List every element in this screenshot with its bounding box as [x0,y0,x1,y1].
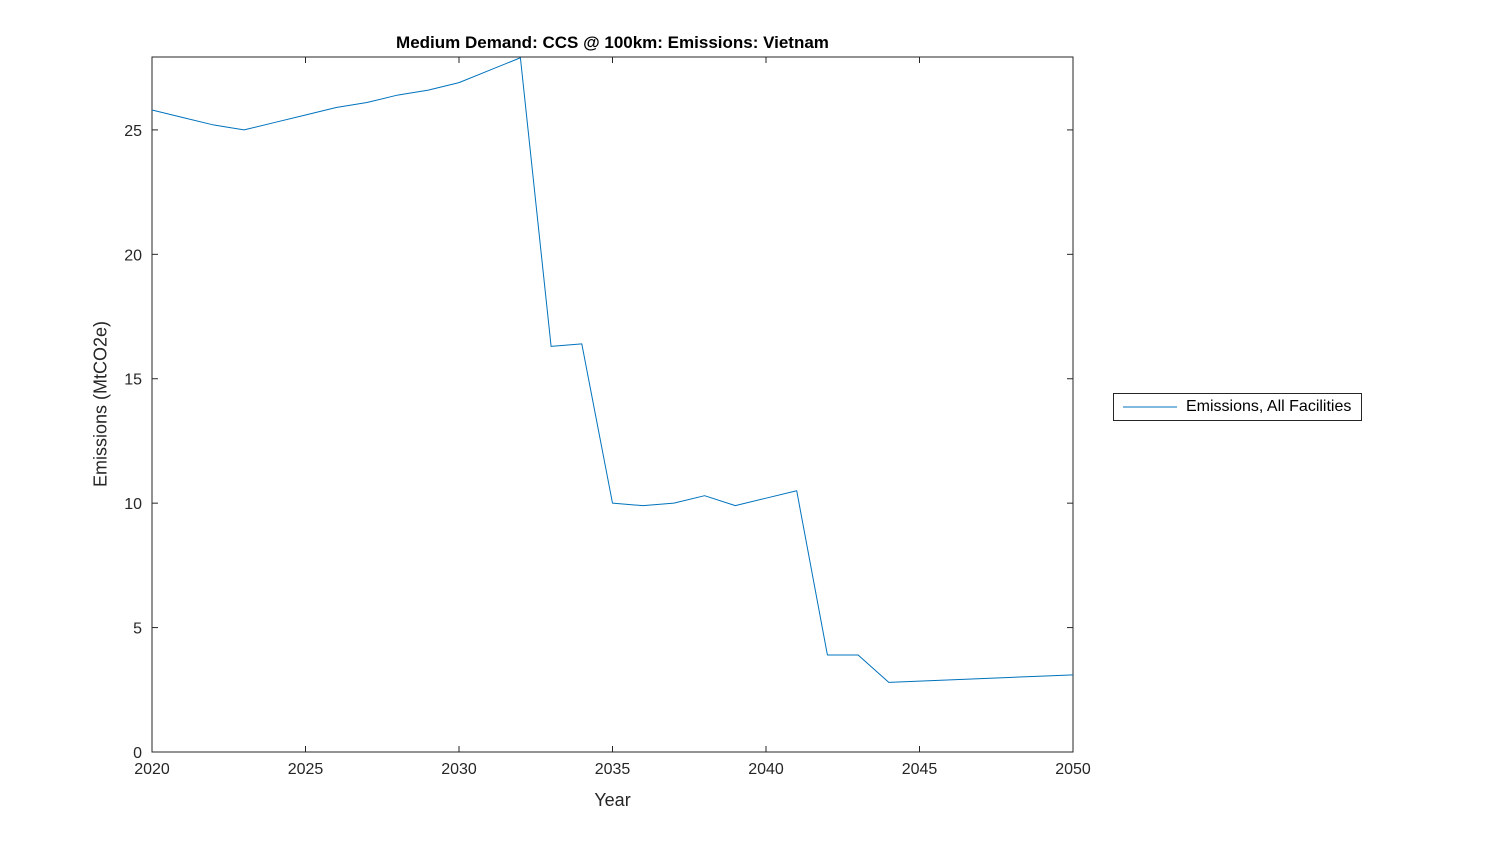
y-tick-label: 25 [124,123,142,140]
y-tick-label: 15 [124,372,142,389]
legend-line-sample-icon [1123,406,1177,408]
legend: Emissions, All Facilities [1113,393,1363,421]
chart-title: Medium Demand: CCS @ 100km: Emissions: V… [396,33,829,52]
y-axis-label: Emissions (MtCO2e) [90,320,111,488]
series-line [151,57,1074,683]
x-axis-label: Year [594,790,631,810]
x-tick-label: 2045 [902,761,938,778]
y-tick-label: 20 [124,247,142,264]
x-tick-label: 2035 [595,761,631,778]
x-tick-label: 2020 [134,761,170,778]
y-tick-label: 10 [124,496,142,513]
x-tick-label: 2025 [288,761,324,778]
axes-box [151,56,1074,753]
x-tick-label: 2040 [748,761,784,778]
y-tick-label: 0 [133,745,142,762]
x-tick-label: 2030 [441,761,477,778]
legend-entry-label: Emissions, All Facilities [1186,398,1352,415]
x-tick-label: 2050 [1055,761,1091,778]
y-tick-label: 5 [133,621,142,638]
